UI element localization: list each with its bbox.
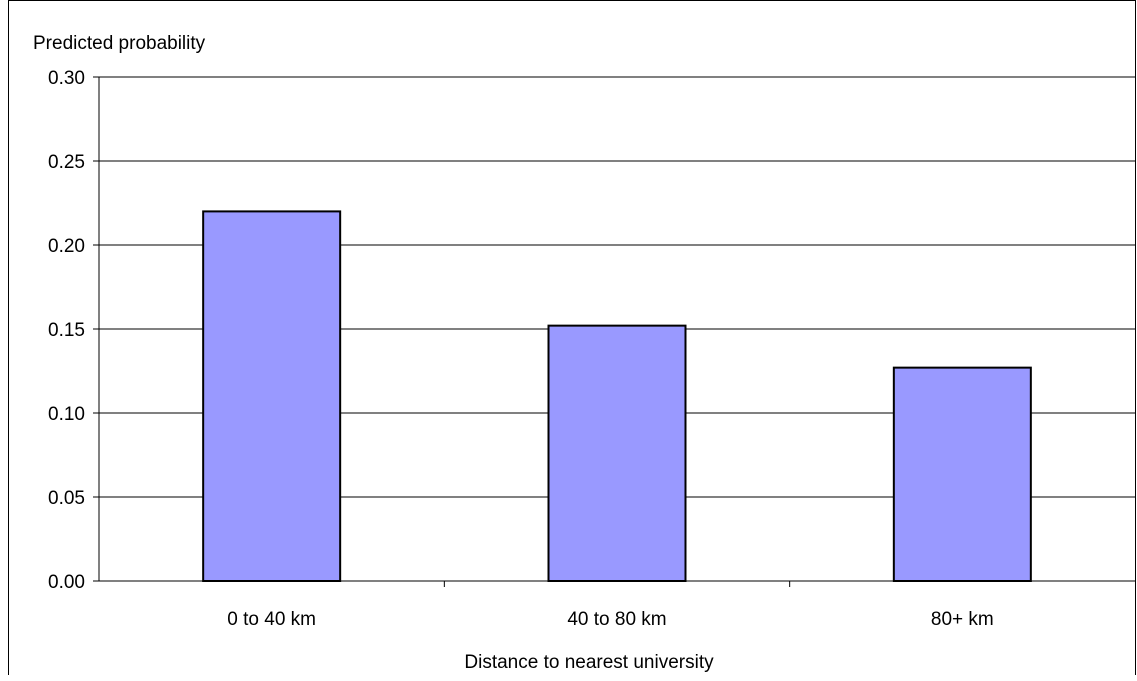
- y-tick-label: 0.15: [48, 320, 85, 341]
- y-tick-label: 0.25: [48, 152, 85, 173]
- bar: [202, 210, 342, 582]
- y-tick-label: 0.10: [48, 404, 85, 425]
- y-tick-label: 0.00: [48, 572, 85, 593]
- bars: [202, 210, 1032, 583]
- bar: [547, 324, 687, 583]
- y-axis-label: Predicted probability: [33, 33, 206, 54]
- y-tick-label: 0.30: [48, 68, 85, 89]
- x-tick-label: 80+ km: [931, 609, 994, 630]
- x-tick-label: 0 to 40 km: [227, 609, 316, 630]
- y-tick-label: 0.05: [48, 488, 85, 509]
- x-tick-labels: 0 to 40 km 40 to 80 km 80+ km: [227, 609, 993, 630]
- x-axis-label: Distance to nearest university: [464, 652, 714, 673]
- bar: [892, 366, 1032, 583]
- x-tick-label: 40 to 80 km: [567, 609, 666, 630]
- y-tick-label: 0.20: [48, 236, 85, 257]
- chart-frame: Predicted probability 0.00 0.05 0.10 0.15 0.…: [8, 0, 1136, 675]
- y-tick-labels: 0.00 0.05 0.10 0.15 0.20 0.25 0.30: [48, 68, 85, 593]
- axes: [93, 76, 1135, 587]
- bar-chart: Predicted probability 0.000.050.100.150.…: [33, 33, 1135, 673]
